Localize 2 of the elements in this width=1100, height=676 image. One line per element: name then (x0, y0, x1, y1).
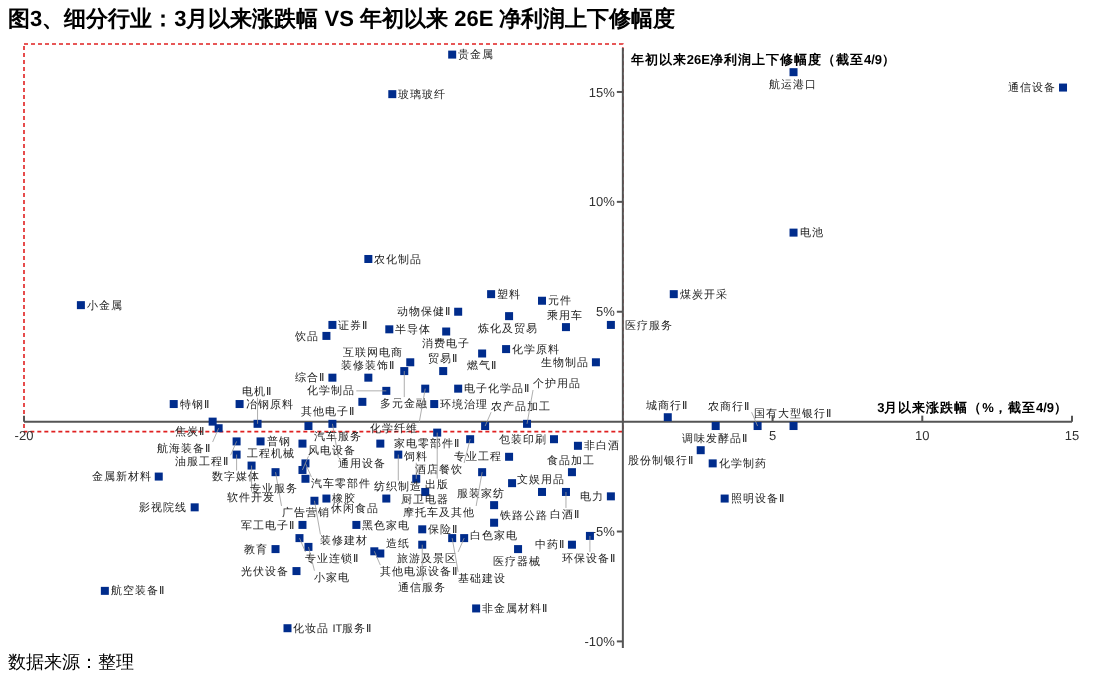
title: 图3、细分行业：3月以来涨跌幅 VS 年初以来 26E 净利润上下修幅度 (8, 8, 676, 32)
source-note: 数据来源：整理 (8, 652, 134, 672)
